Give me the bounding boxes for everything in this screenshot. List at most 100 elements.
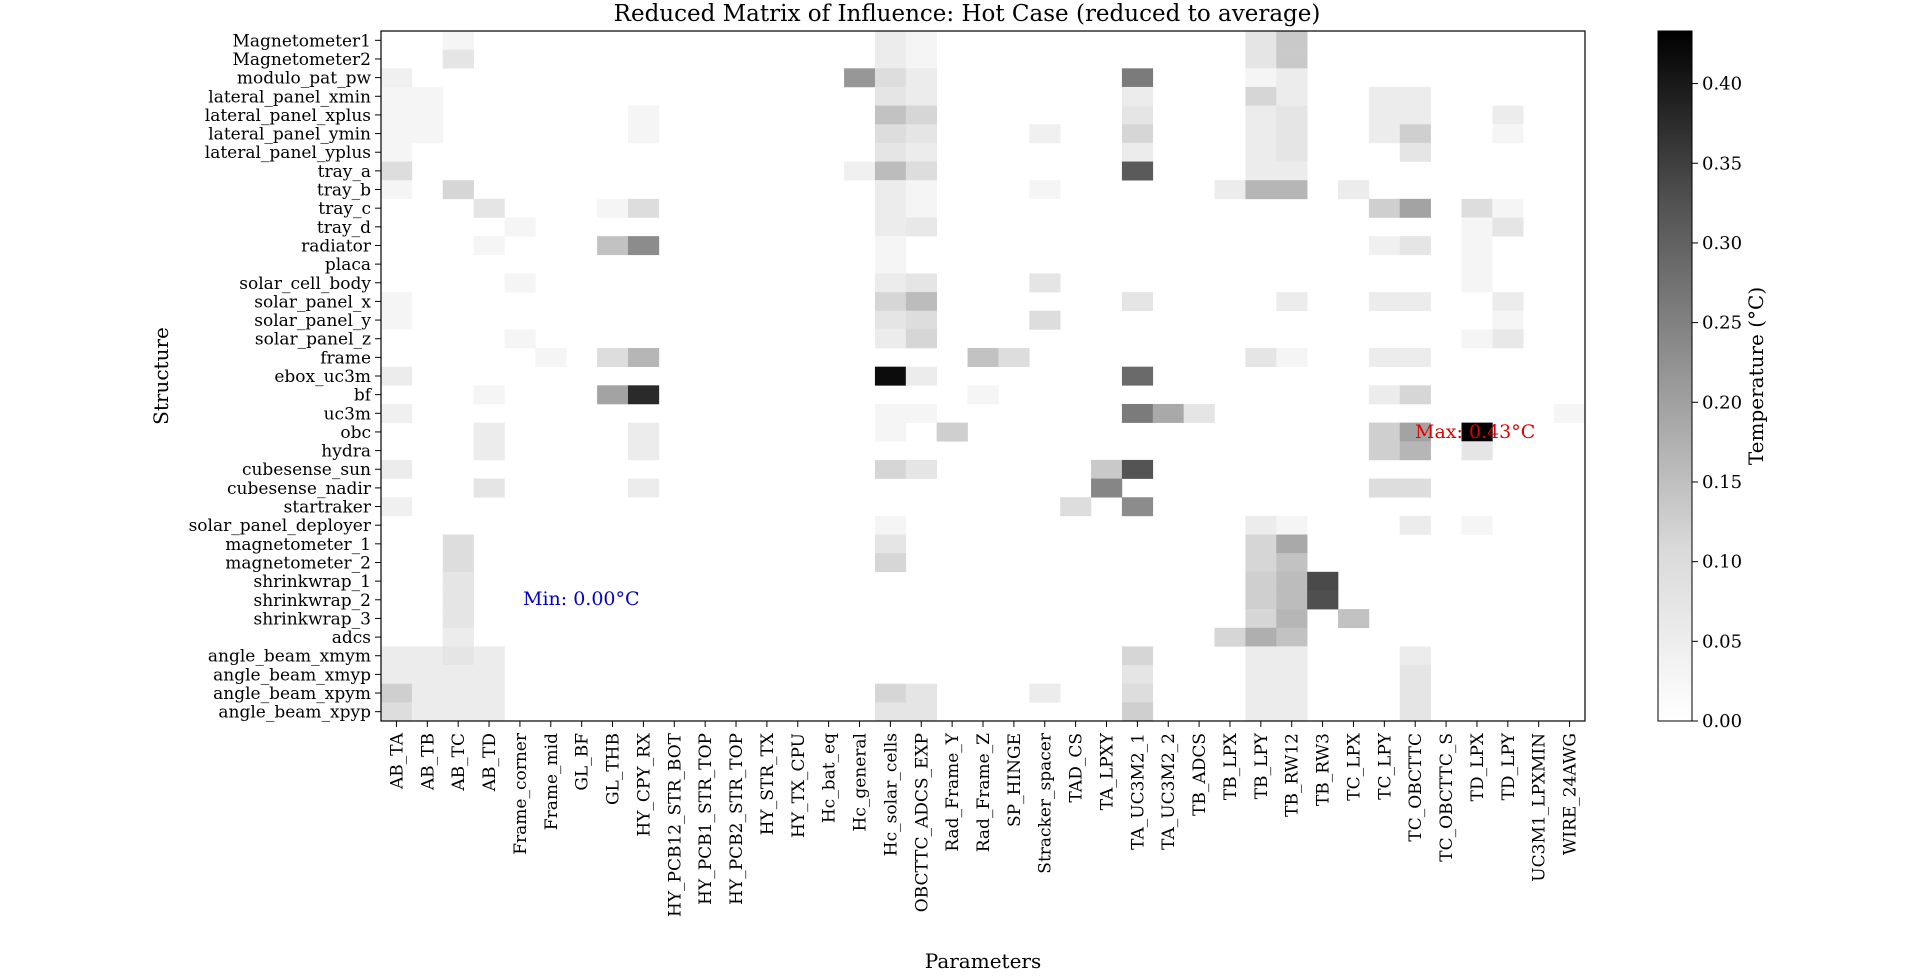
heatmap-cell (1338, 180, 1370, 200)
heatmap-cell (905, 124, 937, 144)
heatmap-cell (874, 534, 907, 554)
heatmap-cell (905, 329, 937, 349)
heatmap-cell (1152, 403, 1184, 423)
row-label: shrinkwrap_2 (254, 591, 372, 611)
heatmap-cell (874, 310, 907, 330)
heatmap-cell (874, 459, 907, 479)
row-label: obc (340, 423, 371, 443)
heatmap-cell (1276, 348, 1308, 367)
heatmap-cell (442, 665, 474, 684)
heatmap-cell (1029, 683, 1061, 703)
heatmap-cell (905, 273, 937, 293)
heatmap-cell (998, 348, 1030, 367)
heatmap-cell (411, 702, 444, 722)
row-label: bf (354, 386, 373, 406)
column-label: HY_PCB12_STR_BOT (665, 732, 685, 917)
heatmap-cell (1091, 478, 1123, 498)
heatmap-cell (1245, 105, 1277, 125)
heatmap-cell (597, 198, 629, 218)
row-label: solar_panel_x (254, 292, 371, 312)
heatmap-cell (1368, 348, 1401, 367)
heatmap-cell (905, 459, 937, 479)
heatmap-cell (597, 385, 629, 405)
colorbar-tick-label: 0.05 (1702, 631, 1742, 652)
heatmap-cell (1029, 273, 1061, 293)
heatmap-cell (874, 236, 907, 256)
heatmap-cell (1245, 665, 1277, 684)
heatmap-cell (442, 180, 474, 200)
column-label: GL_THB (604, 733, 624, 805)
column-label: Rad_Frame_Z (974, 733, 994, 852)
column-label: HY_CPY_RX (634, 732, 654, 837)
column-label: TC_OBCTTC_S (1437, 733, 1457, 862)
heatmap-cell (627, 124, 660, 144)
heatmap-cell (1029, 124, 1061, 144)
column-label: AB_TD (480, 733, 500, 792)
heatmap-cell (442, 49, 474, 69)
column-label: TB_RW3 (1314, 733, 1334, 806)
heatmap-cell (627, 478, 660, 498)
heatmap-cell (1245, 31, 1277, 50)
column-label: TB_LPY (1252, 732, 1272, 799)
column-label: Hc_solar_cells (881, 733, 901, 856)
row-label: ebox_uc3m (274, 367, 371, 387)
chart-title: Reduced Matrix of Influence: Hot Case (r… (614, 1, 1321, 27)
heatmap-cell (1245, 515, 1277, 535)
column-label: Stracker_spacer (1036, 732, 1056, 874)
column-label: HY_TX_CPU (789, 733, 809, 838)
heatmap-cell (473, 422, 505, 442)
heatmap-cell (874, 105, 907, 125)
heatmap-cell (1492, 217, 1524, 237)
heatmap-cell (1276, 292, 1308, 312)
heatmap-cell (905, 403, 937, 423)
heatmap-cell (1399, 86, 1431, 106)
heatmap-cell (905, 161, 937, 181)
column-label: UC3M1_LPXMIN (1530, 733, 1550, 882)
heatmap-cell (905, 292, 937, 312)
heatmap-cell (1368, 385, 1401, 405)
row-label: uc3m (324, 404, 371, 424)
heatmap-cell (1461, 198, 1493, 218)
heatmap-cell (473, 236, 505, 256)
heatmap-cell (411, 124, 444, 144)
heatmap-cell (1368, 292, 1401, 312)
heatmap-cell (442, 702, 474, 722)
heatmap-cell (1461, 441, 1493, 461)
heatmap-cell (411, 86, 444, 106)
heatmap-cell (905, 702, 937, 722)
row-label: frame (320, 348, 371, 368)
heatmap-cell (1245, 590, 1277, 610)
column-label: TB_LPX (1221, 732, 1241, 800)
row-label: angle_beam_xpym (213, 684, 371, 704)
heatmap-cell (1029, 310, 1061, 330)
heatmap-cell (1121, 646, 1154, 666)
column-label: HY_PCB2_STR_TOP (727, 733, 747, 905)
heatmap-cell (627, 441, 660, 461)
row-label: lateral_panel_yplus (205, 143, 371, 163)
heatmap-cell (1245, 161, 1277, 181)
heatmap-cell (1399, 515, 1431, 535)
heatmap-cell (1121, 497, 1154, 517)
heatmap-cell (905, 31, 937, 50)
heatmap-cell (967, 385, 999, 405)
heatmap-cell (473, 702, 505, 722)
column-label: HY_PCB1_STR_TOP (696, 733, 716, 905)
heatmap-cell (874, 292, 907, 312)
column-label: TAD_CS (1067, 733, 1087, 802)
column-label: GL_BF (573, 733, 593, 791)
heatmap-cell (874, 124, 907, 144)
heatmap-cell (1399, 441, 1431, 461)
heatmap-cell (1368, 441, 1401, 461)
row-label: cubesense_sun (242, 460, 371, 480)
column-label: TD_LPY (1499, 732, 1519, 800)
heatmap-cell (473, 665, 505, 684)
heatmap-cell (1492, 198, 1524, 218)
colorbar-ticks: 0.00 0.05 0.10 0.15 0.20 0.25 0.30 0.35 0.40 (1692, 74, 1742, 732)
heatmap-cell (381, 665, 413, 684)
heatmap-cell (1307, 571, 1339, 591)
row-label: startraker (284, 498, 372, 518)
heatmap-cell (1399, 683, 1431, 703)
column-label: Frame_corner (511, 732, 531, 855)
heatmap-cell (627, 422, 660, 442)
column-label: AB_TA (387, 732, 407, 790)
